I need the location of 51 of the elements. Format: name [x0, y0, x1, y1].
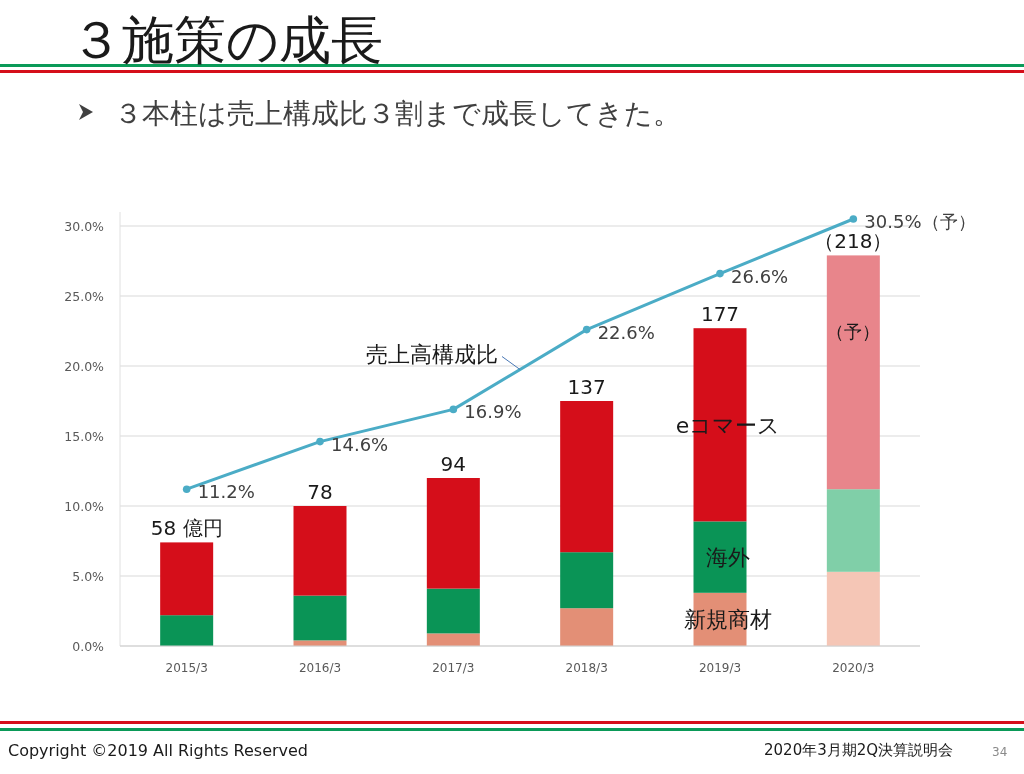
annotation: （予）	[826, 321, 881, 342]
x-tick-label: 2015/3	[165, 661, 208, 675]
data-label: 16.9%	[464, 401, 522, 423]
annotation: 177	[700, 302, 740, 327]
chart-subtitle: ３本柱は売上構成比３割まで成長してきた。	[114, 97, 681, 130]
bar	[826, 489, 880, 572]
data-label: 26.6%	[731, 265, 789, 287]
bar	[160, 542, 214, 616]
point	[716, 269, 724, 278]
x-tick-label: 2016/3	[298, 661, 342, 675]
data-label: 14.6%	[331, 433, 389, 455]
bar	[560, 401, 614, 553]
x-tick-label: 2018/3	[565, 661, 608, 675]
bar	[426, 633, 480, 646]
x-tick-label: 2017/3	[432, 661, 475, 675]
bar	[160, 615, 214, 646]
annotation: 137	[567, 375, 606, 399]
y-tick-label: 10.0%	[64, 498, 105, 514]
point	[182, 485, 191, 493]
point	[449, 405, 458, 414]
x-tick-label: 2020/3	[832, 661, 875, 675]
text: 2020年3月期2Q決算説明会	[764, 741, 954, 759]
y-tick-label: 5.0%	[72, 568, 105, 584]
x-tick-label: 2019/3	[698, 661, 742, 675]
bar	[426, 478, 480, 589]
bar	[426, 588, 480, 634]
chart-title: ３施策の成長	[70, 10, 383, 70]
bar	[826, 255, 880, 490]
annotation: 58 億円	[150, 516, 223, 541]
data-label: 22.6%	[597, 321, 655, 343]
point	[849, 215, 858, 223]
data-label: 30.5%（予）	[864, 211, 976, 232]
text: Copyright ©2019 All Rights Reserved	[8, 741, 309, 760]
y-tick-label: 25.0%	[64, 288, 105, 304]
bar	[293, 595, 347, 641]
point	[582, 325, 591, 334]
series-label: 売上高構成比	[366, 341, 498, 367]
y-tick-label: 0.0%	[72, 638, 105, 654]
point	[316, 437, 324, 446]
y-tick-label: 30.0%	[64, 218, 105, 234]
y-tick-label: 15.0%	[64, 428, 105, 444]
bar	[293, 506, 347, 596]
data-label: 11.2%	[197, 481, 255, 503]
text: 34	[992, 745, 1008, 759]
bar	[560, 552, 614, 609]
annotation: 94	[440, 452, 467, 476]
annotation: （218）	[814, 229, 893, 254]
bar	[826, 571, 880, 646]
y-tick-label: 20.0%	[64, 358, 105, 374]
annotation: 78	[307, 480, 333, 504]
bar	[560, 608, 614, 646]
